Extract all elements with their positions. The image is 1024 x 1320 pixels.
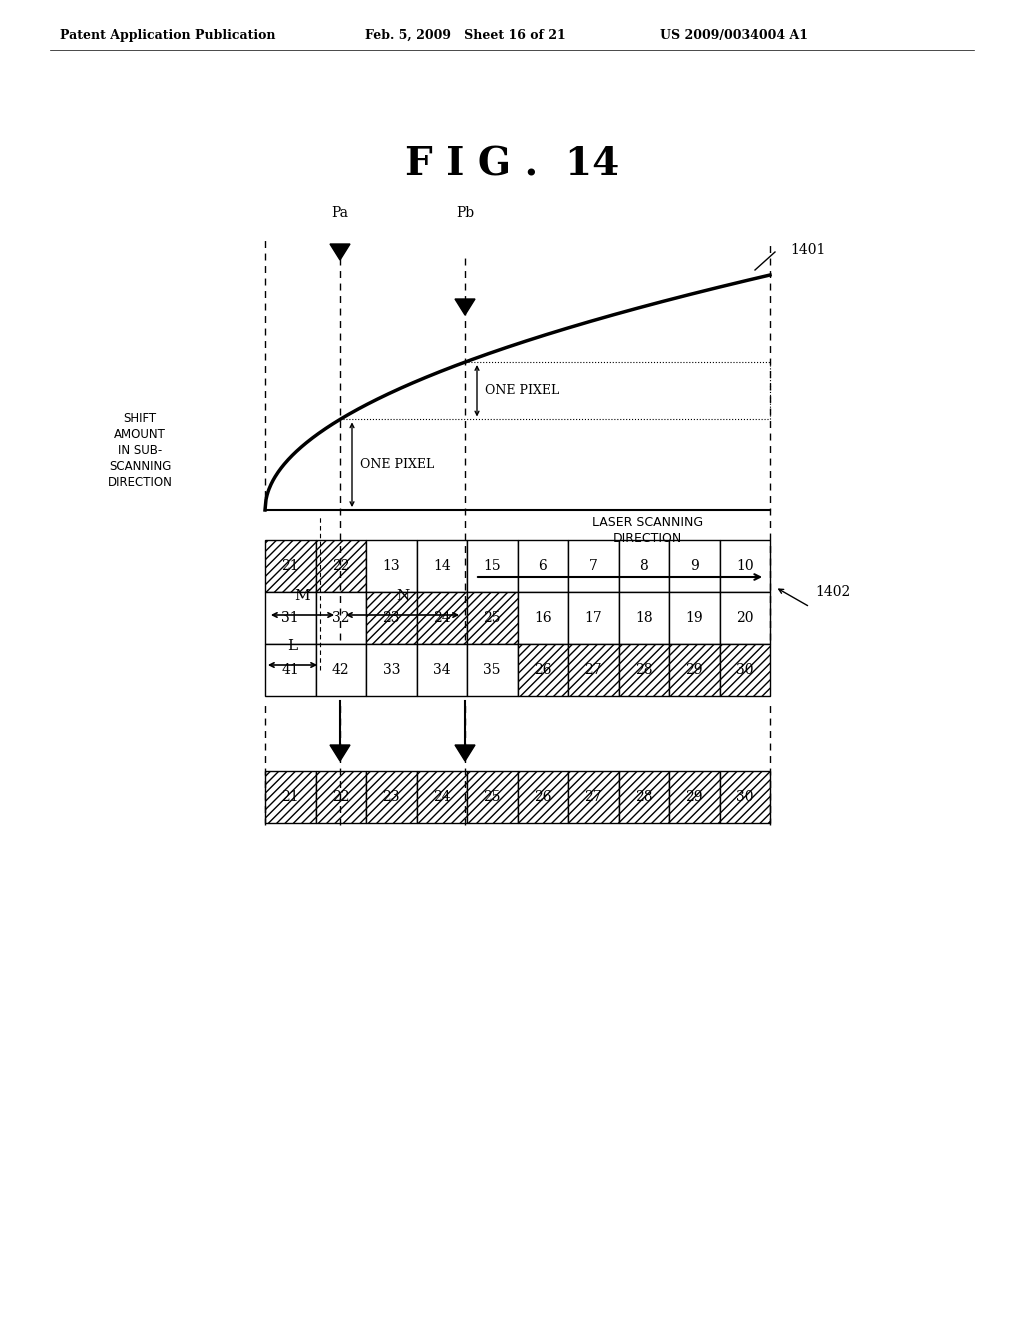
Text: 21: 21 [282,789,299,804]
Bar [366,644,417,696]
Text: 29: 29 [685,663,703,677]
Bar [720,771,770,822]
Text: 30: 30 [736,663,754,677]
Text: 28: 28 [635,789,652,804]
Text: Feb. 5, 2009   Sheet 16 of 21: Feb. 5, 2009 Sheet 16 of 21 [365,29,565,41]
Bar [669,644,720,696]
Bar [366,771,417,822]
Text: 1401: 1401 [790,243,825,257]
Bar [669,771,720,822]
Bar [517,591,568,644]
Bar [669,540,720,591]
Text: 6: 6 [539,558,547,573]
Text: 23: 23 [383,611,400,624]
Text: 27: 27 [585,789,602,804]
Bar [467,591,517,644]
Text: 25: 25 [483,611,501,624]
Bar [265,771,315,822]
Bar [417,591,467,644]
Text: Pb: Pb [456,206,474,220]
Bar [517,540,568,591]
Bar [315,644,366,696]
Text: 41: 41 [282,663,299,677]
Bar [417,644,467,696]
Text: 13: 13 [382,558,400,573]
Text: 28: 28 [635,663,652,677]
Bar [669,591,720,644]
Bar [417,771,467,822]
Text: US 2009/0034004 A1: US 2009/0034004 A1 [660,29,808,41]
Bar [618,540,669,591]
Text: 23: 23 [383,789,400,804]
Bar [366,540,417,591]
Bar [315,591,366,644]
Bar [467,540,517,591]
Bar [517,771,568,822]
Polygon shape [330,244,350,260]
Text: 26: 26 [534,789,552,804]
Text: 27: 27 [585,663,602,677]
Text: ONE PIXEL: ONE PIXEL [485,384,559,397]
Text: 22: 22 [332,789,349,804]
Text: 20: 20 [736,611,754,624]
Text: F I G .  14: F I G . 14 [404,147,620,183]
Text: 9: 9 [690,558,698,573]
Text: 21: 21 [282,558,299,573]
Text: 7: 7 [589,558,598,573]
Text: 10: 10 [736,558,754,573]
Bar [568,591,618,644]
Bar [720,540,770,591]
Text: N: N [396,589,410,603]
Text: 1402: 1402 [815,585,850,599]
Bar [467,771,517,822]
Text: L: L [288,639,298,653]
Text: 24: 24 [433,611,451,624]
Bar [618,771,669,822]
Text: 22: 22 [332,558,349,573]
Bar [568,771,618,822]
Bar [315,771,366,822]
Text: 14: 14 [433,558,451,573]
Bar [720,644,770,696]
Text: 15: 15 [483,558,501,573]
Bar [618,591,669,644]
Bar [517,644,568,696]
Bar [720,591,770,644]
Text: 8: 8 [639,558,648,573]
Text: ONE PIXEL: ONE PIXEL [360,458,434,471]
Text: 30: 30 [736,789,754,804]
Text: 16: 16 [534,611,552,624]
Text: 32: 32 [332,611,349,624]
Text: 25: 25 [483,789,501,804]
Text: 33: 33 [383,663,400,677]
Polygon shape [455,744,475,762]
Bar [265,644,315,696]
Text: 34: 34 [433,663,451,677]
Text: 42: 42 [332,663,349,677]
Bar [265,540,315,591]
Text: 18: 18 [635,611,652,624]
Text: 31: 31 [282,611,299,624]
Text: SHIFT
AMOUNT
IN SUB-
SCANNING
DIRECTION: SHIFT AMOUNT IN SUB- SCANNING DIRECTION [108,412,172,488]
Text: Patent Application Publication: Patent Application Publication [60,29,275,41]
Text: 35: 35 [483,663,501,677]
Text: 19: 19 [685,611,703,624]
Bar [618,644,669,696]
Text: LASER SCANNING
DIRECTION: LASER SCANNING DIRECTION [592,516,703,545]
Text: Pa: Pa [332,206,348,220]
Bar [366,591,417,644]
Bar [568,540,618,591]
Text: M: M [295,589,310,603]
Text: 24: 24 [433,789,451,804]
Bar [417,540,467,591]
Text: 26: 26 [534,663,552,677]
Bar [315,540,366,591]
Bar [265,591,315,644]
Text: 29: 29 [685,789,703,804]
Text: 17: 17 [585,611,602,624]
Polygon shape [455,300,475,315]
Bar [568,644,618,696]
Bar [467,644,517,696]
Polygon shape [330,744,350,762]
